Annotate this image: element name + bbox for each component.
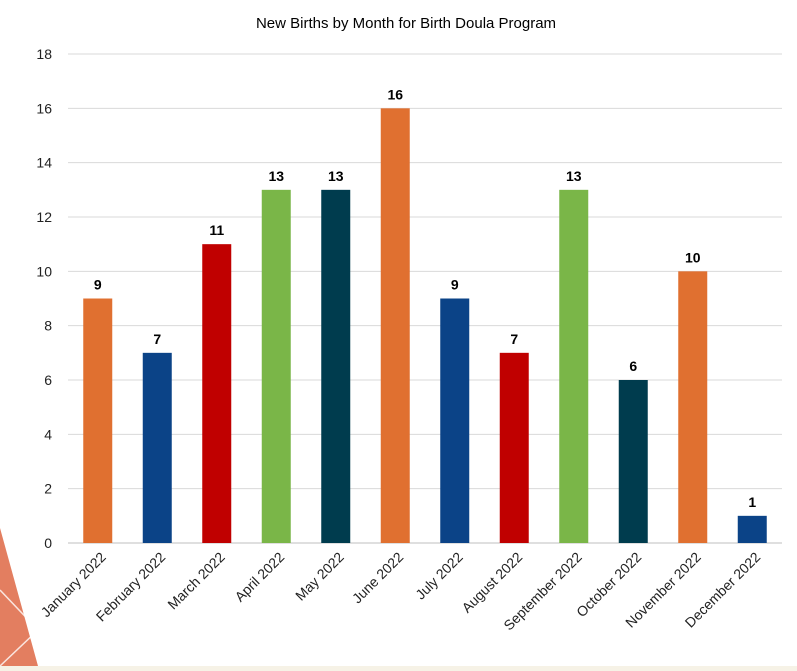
bar: [321, 189, 351, 544]
bar: [737, 515, 767, 543]
bar: [202, 244, 232, 543]
y-tick-label: 2: [44, 481, 52, 497]
data-label: 7: [510, 331, 518, 347]
y-tick-label: 10: [36, 263, 52, 279]
bar: [678, 271, 708, 543]
data-label: 1: [748, 494, 756, 510]
bar: [618, 380, 648, 543]
x-tick-label: March 2022: [164, 549, 228, 613]
bar: [440, 298, 470, 543]
bar: [83, 298, 113, 543]
bar: [142, 352, 172, 543]
x-tick-label: June 2022: [349, 549, 407, 607]
y-tick-label: 18: [36, 46, 52, 62]
data-label: 9: [451, 277, 459, 293]
y-axis: 0 2 4 6 8 10 12 14 16 18: [36, 46, 52, 551]
data-label: 13: [328, 168, 344, 184]
data-label: 7: [153, 331, 161, 347]
data-label: 9: [94, 277, 102, 293]
data-label: 16: [387, 86, 403, 102]
x-tick-label: July 2022: [412, 549, 466, 603]
y-tick-label: 4: [44, 426, 52, 442]
y-tick-label: 16: [36, 100, 52, 116]
data-label: 6: [629, 358, 637, 374]
gridlines: [68, 53, 782, 544]
data-label: 13: [268, 168, 284, 184]
bars: [83, 108, 767, 544]
y-tick-label: 6: [44, 372, 52, 388]
data-label: 13: [566, 168, 582, 184]
x-tick-label: May 2022: [292, 549, 347, 604]
y-tick-label: 0: [44, 535, 52, 551]
chart-title: New Births by Month for Birth Doula Prog…: [256, 15, 556, 32]
x-tick-label: April 2022: [231, 549, 287, 605]
data-label: 10: [685, 249, 701, 265]
bar: [499, 352, 529, 543]
bar: [559, 189, 589, 544]
bar: [380, 108, 410, 543]
bar: [261, 189, 291, 544]
data-labels: 9 7 11 13 13 16 9 7 13 6 10 1: [94, 86, 757, 510]
y-tick-label: 12: [36, 209, 52, 225]
data-label: 11: [209, 222, 224, 238]
y-tick-label: 14: [36, 155, 52, 171]
y-tick-label: 8: [44, 318, 52, 334]
